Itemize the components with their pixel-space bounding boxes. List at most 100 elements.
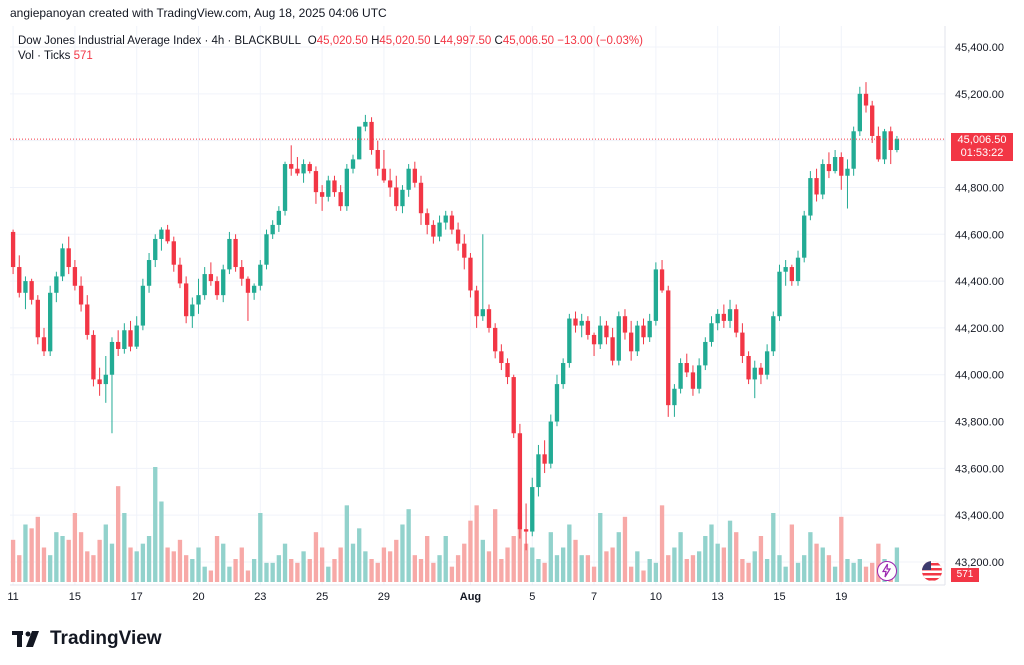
- last-volume-tag: 571: [951, 568, 979, 582]
- volume-bar: [17, 555, 22, 582]
- candle-body: [591, 334, 597, 345]
- open-value: 45,020.50: [316, 35, 368, 47]
- volume-bar: [486, 551, 492, 582]
- low-value: 44,997.50: [440, 35, 492, 47]
- candle-body: [678, 363, 683, 389]
- candle-body: [245, 278, 251, 293]
- volume-bar: [839, 516, 844, 582]
- candle-body: [196, 295, 201, 305]
- volume-bar: [802, 555, 807, 582]
- x-tick-label: 13: [712, 591, 724, 603]
- volume-bar: [764, 559, 770, 582]
- candle-body: [789, 267, 795, 282]
- candle-body: [109, 341, 115, 375]
- volume-bar: [190, 559, 195, 582]
- volume-bar: [832, 566, 838, 582]
- candle-body: [276, 210, 282, 225]
- candle-body: [344, 168, 350, 207]
- candle-body: [400, 189, 405, 207]
- candle-body: [474, 290, 479, 317]
- candle-body: [134, 325, 139, 347]
- close-label: C: [494, 35, 503, 47]
- candle-body: [375, 150, 380, 169]
- candle-body: [406, 168, 411, 190]
- volume-bar: [171, 551, 176, 582]
- volume-bar: [41, 547, 47, 582]
- candle-body: [387, 180, 393, 188]
- volume-value: 571: [73, 50, 93, 62]
- change-value: −13.00 (−0.03%): [557, 35, 643, 47]
- high-value: 45,020.50: [379, 35, 431, 47]
- candle-body: [165, 229, 170, 242]
- candle-body: [140, 285, 146, 326]
- volume-bar: [245, 570, 251, 582]
- volume-bar: [672, 547, 677, 582]
- volume-bar: [777, 555, 782, 582]
- candle-body: [208, 274, 214, 282]
- candle-body: [548, 421, 553, 464]
- candle-body: [493, 327, 498, 352]
- y-tick-label: 44,200.00: [955, 323, 1004, 335]
- y-tick-label: 44,000.00: [955, 370, 1004, 382]
- x-tick-label: 15: [773, 591, 785, 603]
- candle-body: [659, 269, 665, 291]
- candle-body: [97, 379, 102, 385]
- volume-bar: [505, 547, 510, 582]
- volume-bar: [276, 555, 282, 582]
- volume-bar: [876, 543, 881, 582]
- candle-body: [876, 135, 881, 160]
- candle-body: [443, 215, 448, 223]
- volume-bar: [560, 547, 566, 582]
- volume-bar: [183, 555, 189, 582]
- candle-body: [517, 433, 523, 530]
- candle-body: [826, 164, 832, 172]
- candle-body: [233, 238, 238, 268]
- volume-bar: [567, 524, 572, 582]
- volume-bar: [493, 509, 498, 582]
- volume-bar: [270, 562, 275, 582]
- tradingview-logo[interactable]: TradingView: [12, 628, 162, 650]
- candle-body: [455, 229, 461, 244]
- volume-bar: [635, 551, 640, 582]
- candle-body: [845, 168, 850, 176]
- candle-body: [752, 367, 757, 380]
- candle-body: [338, 192, 343, 207]
- volume-bar: [499, 559, 504, 582]
- volume-bar: [301, 551, 306, 582]
- ohlc-line: Dow Jones Industrial Average Index · 4h …: [18, 34, 643, 49]
- candle-body: [221, 269, 226, 296]
- lightning-icon[interactable]: [877, 561, 897, 581]
- volume-bar: [134, 551, 139, 582]
- candle-body: [696, 365, 702, 389]
- volume-bar: [375, 562, 380, 582]
- candle-body: [523, 529, 529, 532]
- candle-body: [777, 271, 782, 317]
- volume-bar: [474, 505, 479, 582]
- volume-bar: [703, 536, 708, 582]
- close-value: 45,006.50: [502, 35, 555, 47]
- candle-body: [795, 257, 801, 282]
- y-tick-label: 45,200.00: [955, 89, 1004, 101]
- volume-bar: [795, 562, 801, 582]
- volume-bar: [48, 555, 53, 582]
- candle-body: [214, 281, 220, 296]
- volume-bar: [598, 513, 603, 582]
- candle-body: [239, 267, 244, 279]
- candle-body: [610, 337, 615, 361]
- volume-bar: [78, 532, 84, 582]
- symbol-title[interactable]: Dow Jones Industrial Average Index · 4h …: [18, 35, 301, 47]
- volume-label[interactable]: Vol · Ticks: [18, 50, 71, 62]
- volume-bar: [165, 547, 170, 582]
- candle-body: [462, 243, 467, 258]
- volume-bar: [622, 516, 628, 582]
- candle-body: [832, 157, 838, 172]
- candle-body: [437, 222, 442, 237]
- us-flag-icon[interactable]: [922, 561, 942, 581]
- volume-bar: [23, 524, 28, 582]
- x-tick-label: 20: [192, 591, 204, 603]
- candle-body: [820, 164, 825, 195]
- volume-bar: [523, 543, 529, 582]
- volume-bar: [387, 551, 393, 582]
- volume-bar: [826, 555, 832, 582]
